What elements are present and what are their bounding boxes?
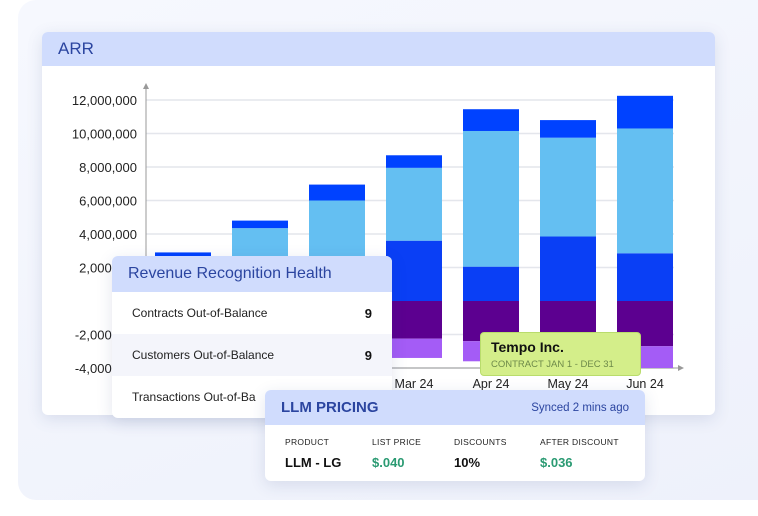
y-tick-label: 8,000,000 bbox=[79, 160, 137, 175]
arr-card-header: ARR bbox=[42, 32, 715, 66]
bar-segment-middle bbox=[463, 130, 519, 267]
health-row[interactable]: Contracts Out-of-Balance 9 bbox=[112, 292, 392, 334]
y-tick-label: 10,000,000 bbox=[72, 127, 137, 142]
bar-segment-top bbox=[309, 184, 365, 201]
contract-tooltip: Tempo Inc. CONTRACT JAN 1 - DEC 31 bbox=[480, 332, 641, 376]
arr-title: ARR bbox=[58, 39, 94, 58]
list-price-column: LIST PRICE $.040 bbox=[372, 437, 454, 470]
health-row-label: Transactions Out-of-Ba bbox=[132, 390, 256, 404]
column-label: LIST PRICE bbox=[372, 437, 422, 447]
column-label: AFTER DISCOUNT bbox=[540, 437, 619, 447]
sync-status: Synced 2 mins ago bbox=[531, 401, 629, 414]
bar-segment-base bbox=[386, 240, 442, 301]
bar-segment-top bbox=[463, 109, 519, 131]
product-column: PRODUCT LLM - LG bbox=[285, 437, 372, 470]
tooltip-title: Tempo Inc. bbox=[491, 339, 564, 355]
health-row[interactable]: Customers Out-of-Balance 9 bbox=[112, 334, 392, 376]
revenue-recognition-health-panel: Revenue Recognition Health Contracts Out… bbox=[112, 256, 392, 418]
health-row-label: Customers Out-of-Balance bbox=[132, 348, 275, 362]
x-tick-label: Jun 24 bbox=[626, 377, 664, 391]
x-tick-label: Mar 24 bbox=[395, 377, 434, 391]
bar-segment-negative-dark bbox=[386, 301, 442, 339]
bar-segment-top bbox=[540, 120, 596, 138]
health-row-value: 9 bbox=[364, 347, 372, 363]
bar-segment-base bbox=[540, 236, 596, 301]
column-value: 10% bbox=[454, 455, 481, 470]
x-axis-arrow bbox=[678, 365, 684, 371]
bar-segment-top bbox=[386, 155, 442, 168]
y-tick-label: 4,000,000 bbox=[79, 227, 137, 242]
health-row-value: 9 bbox=[364, 305, 372, 321]
column-value: LLM - LG bbox=[285, 455, 342, 470]
column-label: PRODUCT bbox=[285, 437, 330, 447]
bar-segment-negative-light bbox=[386, 338, 442, 358]
llm-pricing-title: LLM PRICING bbox=[281, 399, 379, 416]
y-axis-arrow bbox=[143, 83, 149, 89]
bar-segment-top bbox=[617, 95, 673, 129]
x-tick-label: May 24 bbox=[548, 377, 589, 391]
revenue-health-header: Revenue Recognition Health bbox=[112, 256, 392, 292]
column-value: $.040 bbox=[372, 455, 405, 470]
health-row-label: Contracts Out-of-Balance bbox=[132, 306, 268, 320]
bar-segment-top bbox=[155, 252, 211, 258]
llm-pricing-header: LLM PRICING Synced 2 mins ago bbox=[265, 390, 645, 425]
bar-segment-base bbox=[617, 253, 673, 301]
health-row[interactable]: Transactions Out-of-Ba bbox=[112, 376, 392, 418]
column-value: $.036 bbox=[540, 455, 573, 470]
tooltip-subtitle: CONTRACT JAN 1 - DEC 31 bbox=[491, 359, 614, 370]
after-discount-column: AFTER DISCOUNT $.036 bbox=[540, 437, 619, 470]
y-tick-label: 12,000,000 bbox=[72, 93, 137, 108]
bar-segment-middle bbox=[540, 137, 596, 237]
arr-card: ARR 12,000,000 10,000,000 8,000,000 6,000,0… bbox=[42, 32, 715, 415]
bar-segment-base bbox=[463, 266, 519, 301]
bar-segment-middle bbox=[617, 128, 673, 254]
llm-pricing-panel: LLM PRICING Synced 2 mins ago PRODUCT LL… bbox=[265, 390, 645, 481]
bar-segment-middle bbox=[386, 167, 442, 241]
revenue-health-title: Revenue Recognition Health bbox=[128, 265, 332, 282]
x-tick-label: Apr 24 bbox=[473, 377, 510, 391]
bar-segment-top bbox=[232, 220, 288, 229]
column-label: DISCOUNTS bbox=[454, 437, 507, 447]
discounts-column: DISCOUNTS 10% bbox=[454, 437, 540, 470]
y-tick-label: 6,000,000 bbox=[79, 194, 137, 209]
